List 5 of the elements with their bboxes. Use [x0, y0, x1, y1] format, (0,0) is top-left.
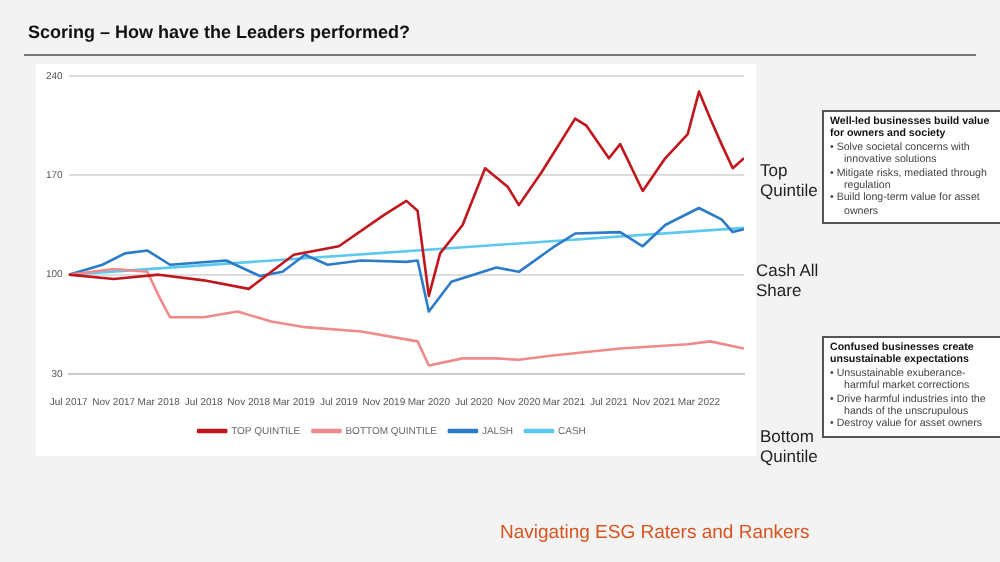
text: Cash All Share: [756, 260, 821, 300]
text: Navigating ESG Raters and Rankers: [500, 522, 810, 544]
chart-title: Scoring – How have the Leaders performed?: [28, 22, 411, 42]
text: Bottom Quintile: [760, 426, 818, 466]
text: Top Quintile: [760, 160, 818, 200]
